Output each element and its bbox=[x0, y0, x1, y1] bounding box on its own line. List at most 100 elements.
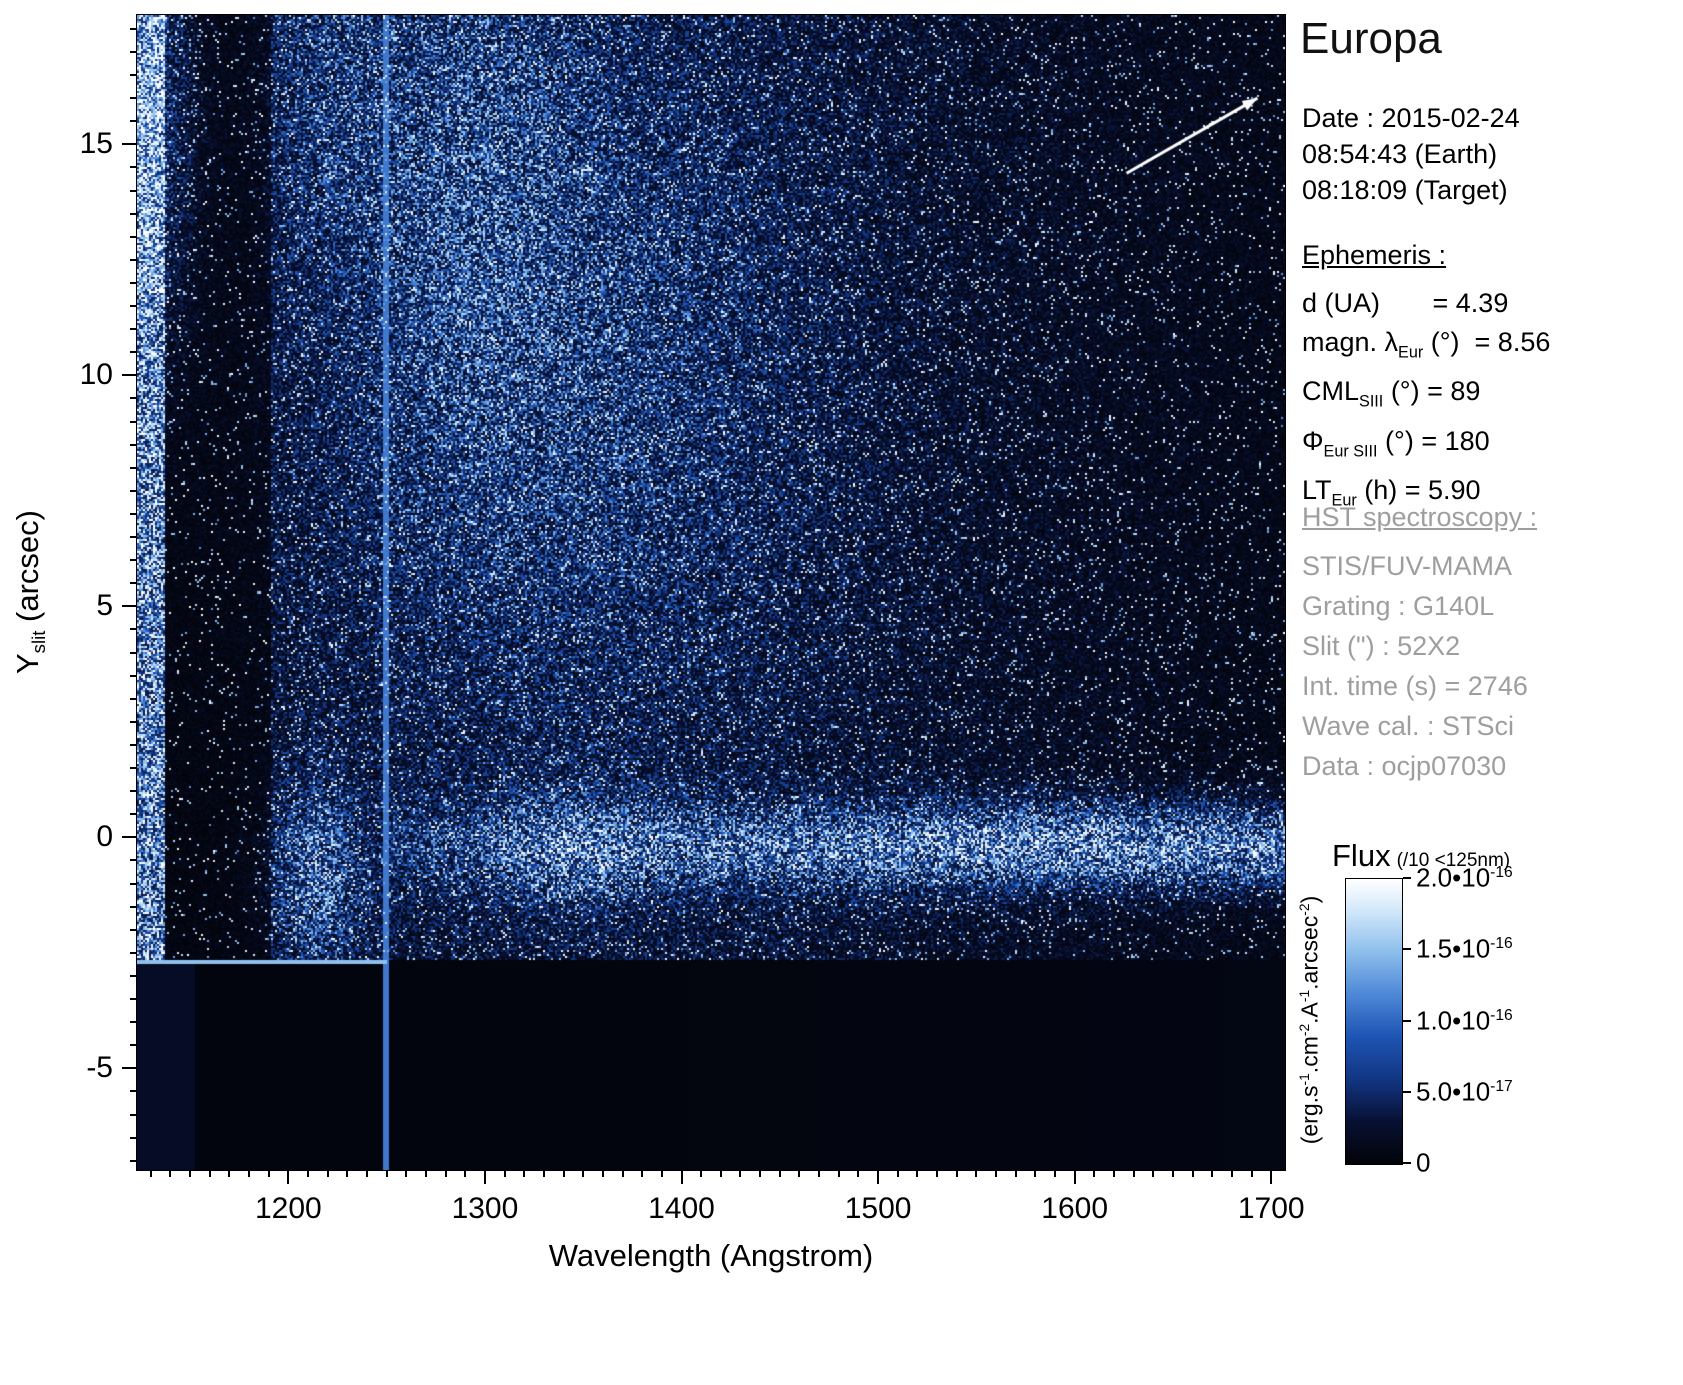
x-minor-tick bbox=[1211, 1170, 1214, 1177]
hst-line: Wave cal. : STSci bbox=[1302, 711, 1515, 741]
y-minor-tick bbox=[130, 281, 137, 284]
x-minor-tick bbox=[1093, 1170, 1096, 1177]
x-minor-tick bbox=[641, 1170, 644, 1177]
x-minor-tick bbox=[326, 1170, 329, 1177]
y-minor-tick bbox=[130, 536, 137, 539]
earth-time-line: 08:54:43 (Earth) bbox=[1302, 139, 1498, 169]
x-minor-tick bbox=[582, 1170, 585, 1177]
x-minor-tick bbox=[1112, 1170, 1115, 1177]
x-minor-tick bbox=[523, 1170, 526, 1177]
y-minor-tick bbox=[130, 743, 137, 746]
y-minor-tick bbox=[130, 420, 137, 423]
x-minor-tick bbox=[1132, 1170, 1135, 1177]
hst-line: Slit (") : 52X2 bbox=[1302, 631, 1461, 661]
y-minor-tick bbox=[130, 512, 137, 515]
x-minor-tick bbox=[955, 1170, 958, 1177]
x-minor-tick bbox=[307, 1170, 310, 1177]
y-minor-tick bbox=[130, 697, 137, 700]
x-minor-tick bbox=[1250, 1170, 1253, 1177]
x-minor-tick bbox=[248, 1170, 251, 1177]
x-minor-tick bbox=[1230, 1170, 1233, 1177]
x-minor-tick bbox=[346, 1170, 349, 1177]
colorbar-title: Flux (/10 <125nm) bbox=[1332, 838, 1510, 874]
y-minor-tick bbox=[130, 951, 137, 954]
x-axis-label: Wavelength (Angstrom) bbox=[548, 1238, 874, 1273]
colorbar-tick-label: 1.5•10-16 bbox=[1416, 933, 1513, 964]
y-minor-tick bbox=[130, 1113, 137, 1116]
y-major-tick bbox=[122, 143, 137, 146]
y-minor-tick bbox=[130, 97, 137, 100]
y-minor-tick bbox=[130, 790, 137, 793]
colorbar-tick bbox=[1403, 877, 1411, 879]
colorbar-tick-label: 1.0•10-16 bbox=[1416, 1005, 1513, 1035]
x-minor-tick bbox=[621, 1170, 624, 1177]
y-minor-tick bbox=[130, 489, 137, 492]
hst-lines: STIS/FUV-MAMA Grating : G140L Slit (") : 5… bbox=[1302, 546, 1528, 786]
x-minor-tick bbox=[1171, 1170, 1174, 1177]
colorbar-tick-label: 0 bbox=[1416, 1147, 1431, 1178]
x-minor-tick bbox=[719, 1170, 722, 1177]
x-minor-tick bbox=[385, 1170, 388, 1177]
x-minor-tick bbox=[975, 1170, 978, 1177]
colorbar-tick bbox=[1403, 1019, 1411, 1022]
y-minor-tick bbox=[130, 27, 137, 30]
y-major-tick bbox=[122, 605, 137, 608]
y-tick-label: -5 bbox=[86, 1051, 113, 1085]
x-minor-tick bbox=[778, 1170, 781, 1177]
hst-line: Grating : G140L bbox=[1302, 591, 1495, 621]
y-minor-tick bbox=[130, 212, 137, 215]
y-minor-tick bbox=[130, 1159, 137, 1162]
ephemeris-line: magn. λEur (°) = 8.56 bbox=[1302, 327, 1551, 362]
date-line: Date : 2015-02-24 bbox=[1302, 103, 1520, 133]
x-minor-tick bbox=[1034, 1170, 1037, 1177]
y-tick-label: 10 bbox=[79, 358, 113, 392]
y-minor-tick bbox=[130, 813, 137, 816]
y-minor-tick bbox=[130, 582, 137, 585]
y-minor-tick bbox=[130, 351, 137, 354]
y-minor-tick bbox=[130, 1044, 137, 1047]
ephemeris-line: d (UA) = 4.39 bbox=[1302, 288, 1509, 318]
y-minor-tick bbox=[130, 50, 137, 53]
y-minor-tick bbox=[130, 466, 137, 469]
x-major-tick bbox=[483, 1170, 486, 1184]
ephemeris-line: CMLSIII (°) = 89 bbox=[1302, 376, 1481, 411]
x-minor-tick bbox=[424, 1170, 427, 1177]
spectral-image-canvas bbox=[136, 14, 1286, 1171]
x-tick-label: 1600 bbox=[1041, 1192, 1109, 1225]
x-minor-tick bbox=[267, 1170, 270, 1177]
y-major-tick bbox=[122, 374, 137, 377]
x-minor-tick bbox=[601, 1170, 604, 1177]
x-minor-tick bbox=[464, 1170, 467, 1177]
observation-datetime: Date : 2015-02-24 08:54:43 (Earth) 08:18… bbox=[1302, 100, 1520, 208]
y-minor-tick bbox=[130, 74, 137, 77]
colorbar-gradient bbox=[1345, 878, 1403, 1165]
y-major-tick bbox=[122, 1067, 137, 1070]
y-minor-tick bbox=[130, 905, 137, 908]
y-minor-tick bbox=[130, 120, 137, 123]
y-minor-tick bbox=[130, 305, 137, 308]
y-tick-label: 15 bbox=[79, 127, 113, 161]
x-major-tick bbox=[877, 1170, 880, 1184]
x-minor-tick bbox=[1152, 1170, 1155, 1177]
x-minor-tick bbox=[660, 1170, 663, 1177]
x-minor-tick bbox=[739, 1170, 742, 1177]
y-major-tick bbox=[122, 836, 137, 839]
colorbar-tick bbox=[1403, 948, 1411, 951]
y-minor-tick bbox=[130, 767, 137, 770]
y-minor-tick bbox=[130, 928, 137, 931]
x-minor-tick bbox=[444, 1170, 447, 1177]
hst-line: Data : ocjp07030 bbox=[1302, 751, 1507, 781]
hst-heading: HST spectroscopy : bbox=[1302, 502, 1538, 532]
y-minor-tick bbox=[130, 1090, 137, 1093]
x-minor-tick bbox=[503, 1170, 506, 1177]
colorbar-tick-label: 2.0•10-16 bbox=[1416, 862, 1513, 893]
x-tick-label: 1400 bbox=[648, 1192, 715, 1225]
x-minor-tick bbox=[995, 1170, 998, 1177]
y-minor-tick bbox=[130, 651, 137, 654]
y-minor-tick bbox=[130, 674, 137, 677]
x-minor-tick bbox=[857, 1170, 860, 1177]
y-tick-label: 0 bbox=[96, 820, 113, 854]
y-minor-tick bbox=[130, 235, 137, 238]
x-tick-label: 1700 bbox=[1237, 1192, 1305, 1225]
x-minor-tick bbox=[837, 1170, 840, 1177]
